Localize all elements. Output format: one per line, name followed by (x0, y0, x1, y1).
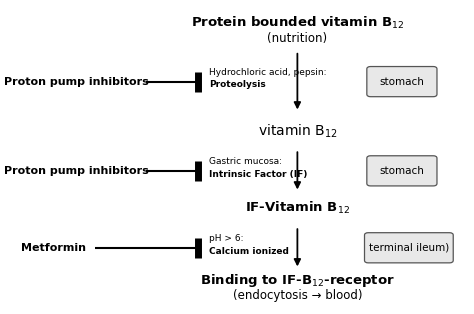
Text: stomach: stomach (380, 77, 424, 87)
Text: stomach: stomach (380, 166, 424, 176)
Text: Proton pump inhibitors: Proton pump inhibitors (4, 166, 149, 176)
Text: Metformin: Metformin (21, 243, 86, 253)
Text: (endocytosis → blood): (endocytosis → blood) (233, 289, 362, 302)
Text: pH > 6:: pH > 6: (209, 234, 244, 243)
FancyBboxPatch shape (365, 233, 453, 263)
Text: Hydrochloric acid, pepsin:: Hydrochloric acid, pepsin: (209, 68, 327, 77)
FancyBboxPatch shape (367, 67, 437, 97)
Text: Gastric mucosa:: Gastric mucosa: (209, 157, 282, 166)
Text: Binding to IF-B$_{12}$-receptor: Binding to IF-B$_{12}$-receptor (200, 272, 395, 289)
FancyBboxPatch shape (367, 156, 437, 186)
Text: Proteolysis: Proteolysis (209, 80, 266, 89)
Text: Intrinsic Factor (IF): Intrinsic Factor (IF) (209, 170, 308, 179)
Text: Calcium ionized: Calcium ionized (209, 247, 289, 256)
Text: Protein bounded vitamin B$_{12}$: Protein bounded vitamin B$_{12}$ (191, 15, 404, 31)
Text: Proton pump inhibitors: Proton pump inhibitors (4, 77, 149, 87)
Text: terminal ileum): terminal ileum) (369, 243, 449, 253)
Text: (nutrition): (nutrition) (267, 32, 328, 45)
Text: vitamin B$_{12}$: vitamin B$_{12}$ (257, 122, 337, 139)
Text: IF-Vitamin B$_{12}$: IF-Vitamin B$_{12}$ (245, 200, 350, 216)
